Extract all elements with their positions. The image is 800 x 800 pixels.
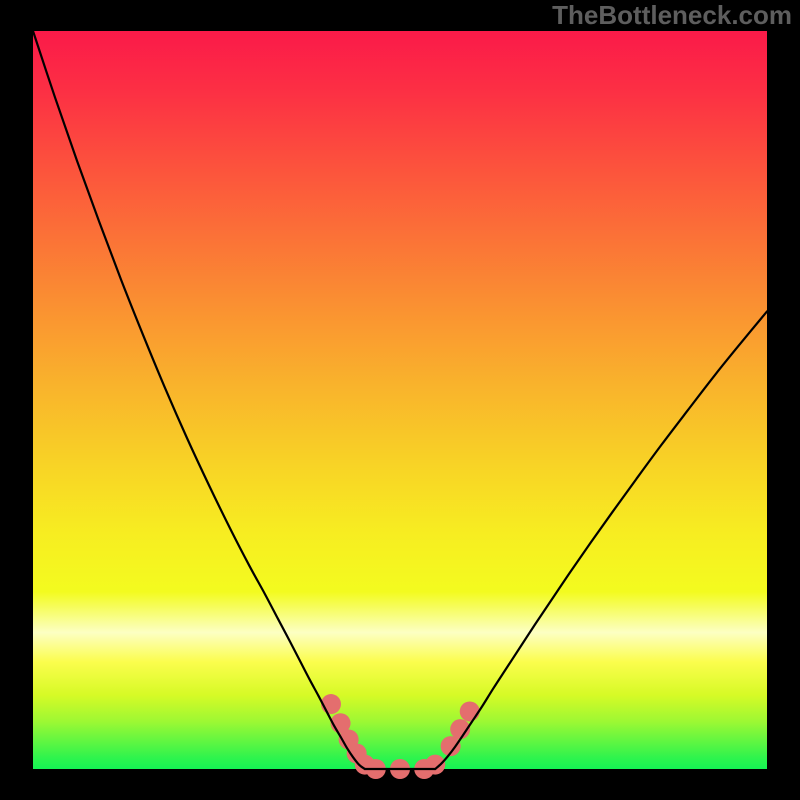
marker-dot	[425, 755, 445, 775]
chart-stage: TheBottleneck.com	[0, 0, 800, 800]
plot-background	[33, 31, 767, 769]
watermark-text: TheBottleneck.com	[552, 0, 792, 31]
marker-dot	[460, 701, 480, 721]
bottleneck-chart	[0, 0, 800, 800]
